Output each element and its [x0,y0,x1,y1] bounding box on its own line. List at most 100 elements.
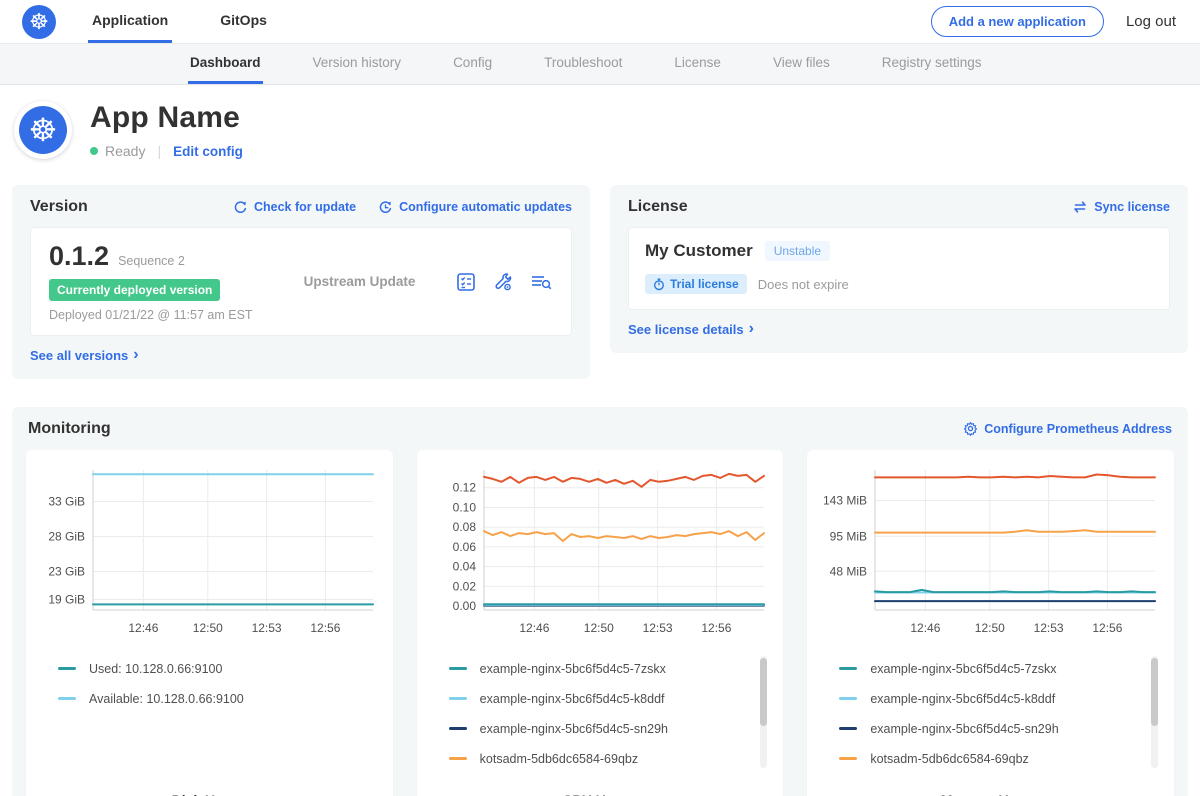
svg-text:12:56: 12:56 [701,621,731,635]
see-license-details-link[interactable]: See license details› [628,321,754,337]
topnav-tab-application[interactable]: Application [88,0,172,43]
cards-row: Version Check for update Configure autom… [0,177,1200,379]
legend-label: example-nginx-5bc6f5d4c5-k8ddf [870,692,1055,706]
legend-line-swatch [449,727,467,730]
legend-line-swatch [839,667,857,670]
svg-text:12:50: 12:50 [584,621,614,635]
svg-text:0.12: 0.12 [453,480,477,494]
channel-badge: Unstable [765,241,830,261]
svg-text:0.02: 0.02 [453,579,477,593]
legend-label: kotsadm-5db6dc6584-69qbz [870,752,1028,766]
legend-item: example-nginx-5bc6f5d4c5-sn29h [449,714,778,744]
topnav-tab-gitops[interactable]: GitOps [216,0,271,43]
logout-button[interactable]: Log out [1126,13,1176,30]
sync-icon [1072,200,1088,214]
tab-registry-settings[interactable]: Registry settings [880,44,984,84]
tab-view-files[interactable]: View files [771,44,832,84]
legend-line-swatch [449,757,467,760]
svg-text:12:50: 12:50 [193,621,223,635]
svg-text:0.00: 0.00 [453,599,477,613]
legend-label: example-nginx-5bc6f5d4c5-k8ddf [480,692,665,706]
legend-item: example-nginx-5bc6f5d4c5-sn29h [839,714,1168,744]
legend-label: example-nginx-5bc6f5d4c5-7zskx [480,662,666,676]
svg-text:12:56: 12:56 [1092,621,1122,635]
license-summary-row: My Customer Unstable Trial license Does … [628,227,1170,310]
disk-usage-legend: Used: 10.128.0.66:9100 Available: 10.128.… [58,654,387,776]
legend-line-swatch [58,667,76,670]
deployed-date: Deployed 01/21/22 @ 11:57 am EST [49,308,274,322]
tab-license[interactable]: License [672,44,723,84]
tab-dashboard[interactable]: Dashboard [188,44,263,84]
legend-scrollbar[interactable] [760,656,767,768]
tab-troubleshoot[interactable]: Troubleshoot [542,44,624,84]
preflight-checks-icon[interactable] [455,271,477,293]
license-expiry: Does not expire [758,277,849,292]
currently-deployed-badge: Currently deployed version [49,279,220,301]
legend-label: Used: 10.128.0.66:9100 [89,662,222,676]
legend-label: kotsadm-5db6dc6584-69qbz [480,752,638,766]
legend-item: example-nginx-5bc6f5d4c5-k8ddf [449,684,778,714]
monitoring-title: Monitoring [28,420,111,438]
kubernetes-logo-icon[interactable]: ☸ [22,5,56,39]
app-avatar: ☸ [14,101,72,159]
legend-scrollbar-thumb[interactable] [760,658,767,726]
page-title: App Name [90,101,243,135]
memory-usage-chart: 143 MiB95 MiB48 MiB12:4612:5012:5312:56 [813,458,1168,650]
legend-line-swatch [449,667,467,670]
configure-prometheus-link[interactable]: Configure Prometheus Address [963,421,1172,436]
chart-title: Disk Usage [32,792,387,796]
svg-text:19 GiB: 19 GiB [49,592,86,606]
disk-usage-chart: 33 GiB 28 GiB 23 GiB 19 GiB 12:46 12:50 12:53 1… [32,458,387,650]
cpu-usage-legend: example-nginx-5bc6f5d4c5-7zskx example-ng… [449,654,778,776]
svg-text:12:50: 12:50 [974,621,1004,635]
svg-text:12:46: 12:46 [519,621,549,635]
svg-text:48 MiB: 48 MiB [829,564,866,578]
app-header: ☸ App Name Ready | Edit config [0,85,1200,177]
add-new-application-button[interactable]: Add a new application [931,6,1104,37]
legend-label: example-nginx-5bc6f5d4c5-7zskx [870,662,1056,676]
refresh-icon [233,200,248,215]
legend-label: Available: 10.128.0.66:9100 [89,692,244,706]
view-files-icon[interactable] [529,271,553,293]
see-all-versions-link[interactable]: See all versions› [30,347,139,363]
legend-scrollbar-thumb[interactable] [1151,658,1158,726]
tab-version-history[interactable]: Version history [311,44,404,84]
legend-item: kotsadm-5db6dc6584-69qbz [449,744,778,774]
kots-dashboard-page: ☸ Application GitOps Add a new applicati… [0,0,1200,796]
svg-text:12:53: 12:53 [252,621,282,635]
legend-item: example-nginx-5bc6f5d4c5-7zskx [839,654,1168,684]
cpu-usage-chart-card: 0.120.100.080.060.040.020.0012:4612:5012… [417,450,784,796]
svg-text:12:46: 12:46 [129,621,159,635]
status-dot-icon [90,147,98,155]
app-status-text: Ready [105,143,145,159]
cpu-usage-chart: 0.120.100.080.060.040.020.0012:4612:5012… [423,458,778,650]
tab-config[interactable]: Config [451,44,494,84]
svg-text:12:53: 12:53 [1033,621,1063,635]
memory-usage-chart-card: 143 MiB95 MiB48 MiB12:4612:5012:5312:56 … [807,450,1174,796]
divider: | [157,143,161,159]
edit-config-link[interactable]: Edit config [173,144,243,159]
legend-label: example-nginx-5bc6f5d4c5-sn29h [480,722,668,736]
edit-config-icon[interactable] [492,271,514,293]
svg-text:23 GiB: 23 GiB [49,564,86,578]
svg-text:12:56: 12:56 [311,621,341,635]
chevron-right-icon: › [133,347,138,363]
svg-text:28 GiB: 28 GiB [49,529,86,543]
legend-item: Available: 10.128.0.66:9100 [58,684,387,714]
configure-automatic-updates-link[interactable]: Configure automatic updates [378,200,572,215]
svg-text:0.08: 0.08 [453,520,477,534]
trial-license-badge: Trial license [645,274,747,294]
legend-scrollbar[interactable] [1151,656,1158,768]
svg-text:0.10: 0.10 [453,500,477,514]
version-sequence: Sequence 2 [118,254,185,268]
svg-text:33 GiB: 33 GiB [49,494,86,508]
legend-label: example-nginx-5bc6f5d4c5-sn29h [870,722,1058,736]
kubernetes-app-icon: ☸ [19,106,67,154]
memory-usage-legend: example-nginx-5bc6f5d4c5-7zskx example-ng… [839,654,1168,776]
svg-text:12:53: 12:53 [643,621,673,635]
sync-license-link[interactable]: Sync license [1072,200,1170,214]
svg-text:12:46: 12:46 [910,621,940,635]
check-for-update-link[interactable]: Check for update [233,200,356,215]
svg-text:0.06: 0.06 [453,539,477,553]
legend-line-swatch [449,697,467,700]
